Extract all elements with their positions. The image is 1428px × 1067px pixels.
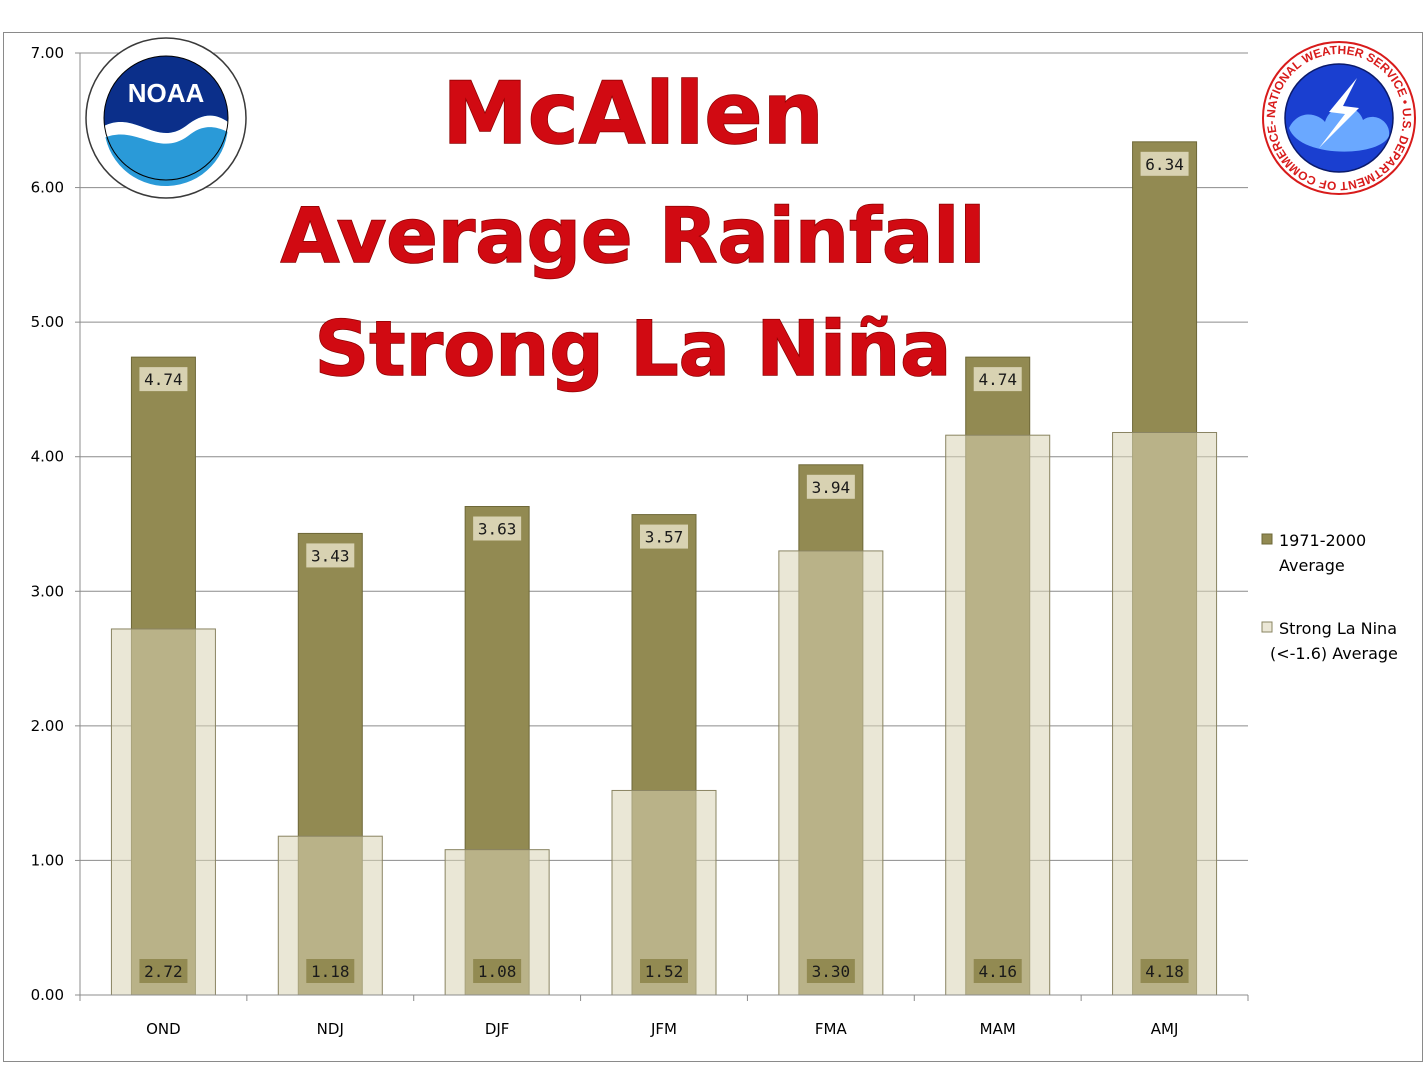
data-label-strong-la-nina: 1.08: [478, 962, 517, 981]
x-tick-label: OND: [146, 1020, 181, 1038]
data-label-1971-2000: 4.74: [144, 370, 183, 389]
y-tick-label: 3.00: [31, 582, 64, 600]
y-tick-label: 4.00: [31, 448, 64, 466]
data-label-1971-2000: 3.94: [812, 478, 851, 497]
y-tick-label: 2.00: [31, 717, 64, 735]
data-label-1971-2000: 6.34: [1145, 155, 1184, 174]
data-label-box: [306, 543, 355, 568]
y-tick-label: 7.00: [31, 44, 64, 62]
data-label-strong-la-nina: 1.18: [311, 962, 350, 981]
legend-label-strong-la-nina-line1: Strong La Nina: [1279, 619, 1397, 638]
legend: 1971-2000 Average Strong La Nina (<-1.6)…: [1261, 531, 1398, 663]
data-label-box: [139, 959, 188, 983]
chart-title-line-3: Strong La Niña: [315, 304, 952, 393]
data-label-box: [473, 516, 522, 541]
x-tick-label: JFM: [650, 1020, 677, 1038]
chart-title-line-1: McAllen: [442, 64, 824, 164]
data-label-strong-la-nina: 4.16: [978, 962, 1017, 981]
y-tick-label: 0.00: [31, 986, 64, 1004]
bar-strong-la-nina: [778, 550, 884, 996]
legend-swatch-strong-la-nina: [1261, 621, 1273, 633]
data-label-box: [640, 524, 688, 549]
legend-label-1971-2000-line1: 1971-2000: [1279, 531, 1366, 550]
y-tick-label: 5.00: [31, 313, 64, 331]
legend-label-strong-la-nina-line2: (<-1.6) Average: [1270, 644, 1398, 663]
legend-swatch-1971-2000: [1261, 533, 1273, 545]
axes: 0.00 1.00 2.00 3.00 4.00 5.00 6.00 7.00 OND NDJ DJ…: [31, 44, 1249, 1038]
data-label-strong-la-nina: 1.52: [645, 962, 684, 981]
nws-logo: NATIONAL WEATHER SERVICE • U.S. DEPARTME…: [1262, 41, 1416, 195]
x-tick-label: AMJ: [1151, 1020, 1179, 1038]
y-tick-label: 1.00: [31, 851, 64, 869]
bar-strong-la-nina: [945, 434, 1051, 996]
x-tick-label: DJF: [485, 1020, 510, 1038]
x-tick-label: FMA: [815, 1020, 848, 1038]
data-label-strong-la-nina: 4.18: [1145, 962, 1184, 981]
data-label-1971-2000: 4.74: [978, 370, 1017, 389]
data-labels: 4.74 2.72 3.43 1.18 3.63 1.08 3.57 1.52 3.94 3.30…: [139, 151, 1189, 983]
data-label-strong-la-nina: 3.30: [812, 962, 851, 981]
data-label-box: [473, 959, 522, 983]
noaa-logo: NOAA: [85, 37, 247, 199]
y-tick-label: 6.00: [31, 179, 64, 197]
x-tick-label: NDJ: [317, 1020, 344, 1038]
data-label-box: [973, 367, 1022, 392]
data-label-1971-2000: 3.43: [311, 546, 350, 565]
data-label-box: [306, 959, 355, 983]
data-label-box: [1140, 151, 1189, 176]
bars: [110, 141, 1218, 996]
data-label-1971-2000: 3.57: [645, 528, 684, 547]
legend-label-1971-2000-line2: Average: [1279, 556, 1345, 575]
bar-strong-la-nina: [1112, 431, 1218, 996]
x-tick-label: MAM: [980, 1020, 1016, 1038]
data-label-box: [640, 959, 688, 983]
gridlines: [80, 52, 1248, 861]
data-label-box: [806, 959, 855, 983]
data-label-1971-2000: 3.63: [478, 520, 517, 539]
data-label-strong-la-nina: 2.72: [144, 962, 183, 981]
data-label-box: [139, 367, 188, 392]
noaa-logo-text: NOAA: [128, 78, 205, 108]
chart-title-line-2: Average Rainfall: [281, 191, 986, 280]
data-label-box: [806, 474, 855, 499]
chart-frame: [3, 32, 1423, 1062]
bar-strong-la-nina: [110, 628, 216, 996]
data-label-box: [1140, 959, 1189, 983]
data-label-box: [973, 959, 1022, 983]
